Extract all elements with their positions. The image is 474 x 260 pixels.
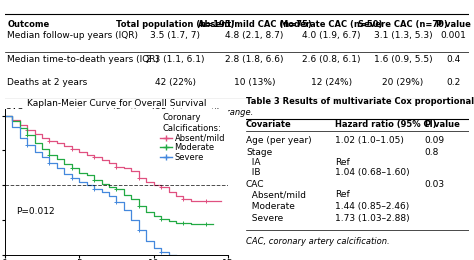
Text: 42 (22%): 42 (22%) [155,78,196,87]
Text: Age (per year): Age (per year) [246,136,311,145]
Text: Ref: Ref [335,158,350,167]
Text: IA: IA [246,158,260,167]
Text: Median follow-up years (IQR): Median follow-up years (IQR) [7,31,138,40]
Text: CAC: CAC [246,180,264,189]
Text: 0.001: 0.001 [440,31,466,40]
Text: 0.09: 0.09 [425,136,445,145]
Text: P=0.012: P=0.012 [16,207,55,216]
Title: Kaplan-Meier Curve for Overall Survival: Kaplan-Meier Curve for Overall Survival [27,99,206,108]
Legend: Absent/mild, Moderate, Severe: Absent/mild, Moderate, Severe [156,110,228,165]
Text: P value: P value [425,120,459,129]
Text: 2.6 (0.8, 6.1): 2.6 (0.8, 6.1) [302,55,360,64]
Text: Table 3 Results of multivariate Cox proportional hazard analysis: Table 3 Results of multivariate Cox prop… [246,97,474,106]
Text: Deaths at 2 years: Deaths at 2 years [7,78,88,87]
Text: Severe CAC (n=70): Severe CAC (n=70) [358,20,448,29]
Text: 4.0 (1.9, 6.7): 4.0 (1.9, 6.7) [302,31,360,40]
Text: 1.73 (1.03–2.88): 1.73 (1.03–2.88) [335,214,410,223]
Text: IB: IB [246,168,260,178]
Text: 1.44 (0.85–2.46): 1.44 (0.85–2.46) [335,202,410,211]
Text: 12 (24%): 12 (24%) [310,78,352,87]
Text: 1.04 (0.68–1.60): 1.04 (0.68–1.60) [335,168,410,178]
Text: 4.8 (2.1, 8.7): 4.8 (2.1, 8.7) [225,31,283,40]
Text: 0.8: 0.8 [425,148,439,157]
Text: 0.2: 0.2 [446,78,460,87]
Text: CAC, coronary artery calcification; IQR, interquartile range.: CAC, coronary artery calcification; IQR,… [5,108,253,117]
Text: Outcome: Outcome [7,20,50,29]
Text: CAC, coronary artery calcification.: CAC, coronary artery calcification. [246,237,390,246]
Text: Ref: Ref [335,190,350,199]
Text: 3.1 (1.3, 5.3): 3.1 (1.3, 5.3) [374,31,432,40]
Text: Moderate: Moderate [246,202,295,211]
Text: 2.8 (1.8, 6.6): 2.8 (1.8, 6.6) [225,55,283,64]
Text: Hazard ratio (95% CI): Hazard ratio (95% CI) [335,120,437,129]
Text: 1.6 (0.9, 5.5): 1.6 (0.9, 5.5) [374,55,432,64]
Text: Absent/mild: Absent/mild [246,190,306,199]
Text: Severe: Severe [246,214,283,223]
Text: 3.5 (1.7, 7): 3.5 (1.7, 7) [150,31,201,40]
Text: P value: P value [436,20,470,29]
Text: Covariate: Covariate [246,120,292,129]
Text: Median time-to-death years (IQR): Median time-to-death years (IQR) [7,55,159,64]
Text: 0.03: 0.03 [425,180,445,189]
Text: 0.4: 0.4 [446,55,460,64]
Text: Total population (n=195): Total population (n=195) [116,20,235,29]
Text: Absent/mild CAC (n=75): Absent/mild CAC (n=75) [198,20,311,29]
Text: 1.02 (1.0–1.05): 1.02 (1.0–1.05) [335,136,404,145]
Text: Moderate CAC (n=50): Moderate CAC (n=50) [280,20,382,29]
Text: 20 (29%): 20 (29%) [383,78,424,87]
Text: 10 (13%): 10 (13%) [234,78,275,87]
Text: 2.3 (1.1, 6.1): 2.3 (1.1, 6.1) [146,55,205,64]
Text: Stage: Stage [246,148,272,157]
